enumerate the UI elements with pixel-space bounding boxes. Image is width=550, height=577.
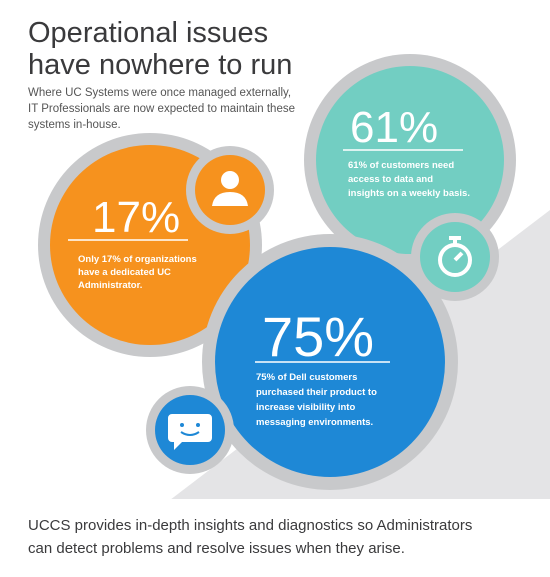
stat-value: 17%: [92, 193, 180, 242]
title: have nowhere to run: [28, 49, 292, 81]
stat-description: increase visibility into: [256, 402, 355, 413]
stat-value: 75%: [262, 305, 374, 368]
icon-circle: [195, 155, 265, 225]
stopwatch-icon: [438, 236, 472, 277]
stat-value: 61%: [350, 103, 438, 152]
stat-description: 75% of Dell customers: [256, 372, 357, 383]
stat-description: purchased their product to: [256, 387, 377, 398]
stat-description: have a dedicated UC: [78, 267, 171, 278]
subtitle: IT Professionals are now expected to mai…: [28, 103, 295, 115]
stat-circle: [316, 66, 504, 254]
chat-icon: [168, 414, 212, 450]
footer-text: UCCS provides in-depth insights and diag…: [28, 517, 472, 534]
footer-text: can detect problems and resolve issues w…: [28, 540, 405, 557]
person-icon: [212, 171, 248, 206]
title: Operational issues: [28, 17, 268, 49]
stat-description: messaging environments.: [256, 417, 373, 428]
stat-description: Administrator.: [78, 280, 142, 291]
footer-panel: [0, 499, 550, 577]
icon-circle: [420, 222, 490, 292]
subtitle: systems in-house.: [28, 119, 121, 131]
stat-description: 61% of customers need: [348, 160, 454, 171]
stat-description: Only 17% of organizations: [78, 254, 197, 265]
stat-description: insights on a weekly basis.: [348, 188, 470, 199]
stat-description: access to data and: [348, 174, 433, 185]
subtitle: Where UC Systems were once managed exter…: [28, 87, 291, 99]
